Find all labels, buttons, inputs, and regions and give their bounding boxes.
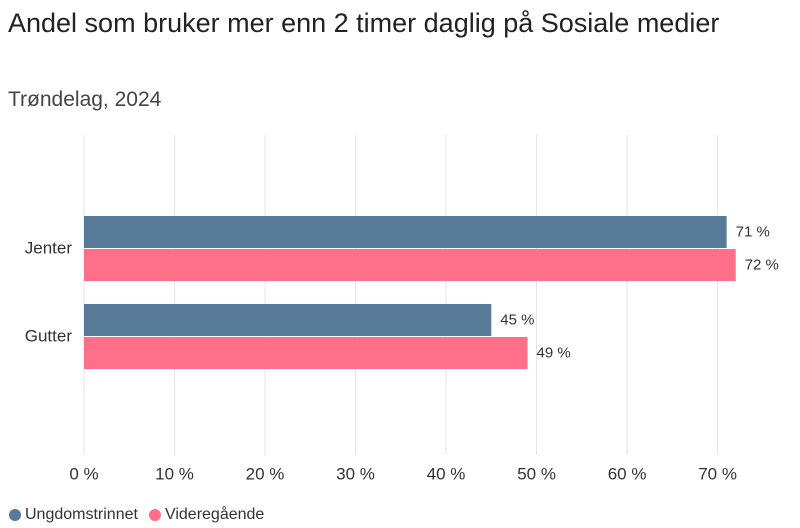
- legend-marker: [148, 509, 161, 521]
- legend-label: Videregående: [165, 505, 264, 523]
- x-tick-label: 30 %: [336, 464, 375, 483]
- chart-title: Andel som bruker mer enn 2 timer daglig …: [8, 8, 720, 38]
- legend-label: Ungdomstrinnet: [25, 506, 139, 523]
- chart-subtitle: Trøndelag, 2024: [8, 88, 162, 111]
- bar: [84, 337, 528, 369]
- x-tick-label: 70 %: [698, 464, 737, 483]
- y-tick-label: Jenter: [25, 238, 73, 257]
- x-tick-label: 0 %: [69, 464, 98, 483]
- y-tick-label: Gutter: [25, 326, 73, 345]
- x-tick-label: 60 %: [608, 464, 647, 483]
- data-label: 45 %: [500, 311, 534, 328]
- x-tick-label: 50 %: [517, 464, 556, 483]
- bar: [84, 216, 727, 248]
- bar: [84, 304, 492, 336]
- x-tick-label: 40 %: [427, 464, 466, 483]
- x-tick-label: 20 %: [246, 464, 285, 483]
- data-label: 71 %: [736, 223, 770, 240]
- legend-marker: [9, 509, 21, 521]
- x-tick-label: 10 %: [155, 464, 194, 483]
- data-label: 72 %: [745, 256, 779, 273]
- data-label: 49 %: [537, 344, 571, 361]
- bar: [84, 249, 736, 281]
